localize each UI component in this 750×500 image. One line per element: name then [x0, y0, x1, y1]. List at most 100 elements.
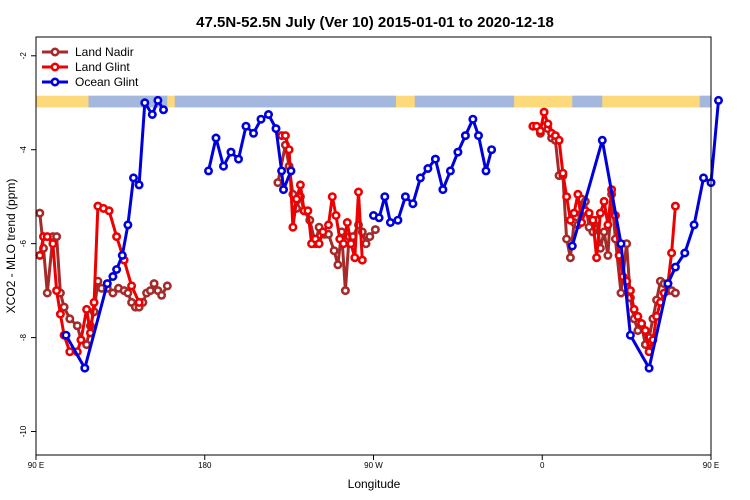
y-tick-label: -10 — [19, 425, 28, 437]
data-point — [616, 239, 626, 249]
data-point — [145, 286, 155, 296]
data-point — [667, 248, 677, 258]
land-sea-strip — [36, 95, 711, 108]
data-point — [211, 133, 221, 143]
data-point — [204, 166, 214, 176]
data-point — [640, 325, 650, 335]
data-point — [303, 206, 313, 216]
data-point — [35, 250, 45, 260]
data-point — [625, 286, 635, 296]
data-point — [629, 304, 639, 314]
data-point — [592, 253, 602, 263]
data-point — [82, 304, 92, 314]
x-tick-label: 0 — [540, 461, 545, 470]
data-point — [569, 208, 579, 218]
y-axis-label: XCO2 - MLO trend (ppm) — [4, 179, 18, 314]
data-point — [48, 239, 58, 249]
data-point — [539, 107, 549, 117]
x-tick-label: 90 E — [703, 461, 719, 470]
data-point — [59, 302, 69, 312]
data-point — [65, 347, 75, 357]
data-point — [689, 220, 699, 230]
data-point — [278, 185, 288, 195]
data-point — [481, 166, 491, 176]
data-point — [423, 164, 433, 174]
data-point — [588, 215, 598, 225]
data-point — [42, 232, 52, 242]
x-tick-label: 180 — [198, 461, 212, 470]
data-point — [365, 232, 375, 242]
data-point — [680, 248, 690, 258]
data-point — [277, 166, 287, 176]
data-point — [55, 309, 65, 319]
data-point — [127, 281, 137, 291]
legend-label: Ocean Glint — [75, 75, 139, 89]
data-point — [123, 220, 133, 230]
strip-ocean — [291, 95, 396, 108]
strip-ocean — [174, 95, 291, 108]
data-point — [286, 166, 296, 176]
data-point — [565, 253, 575, 263]
data-point — [323, 220, 333, 230]
data-point — [129, 173, 139, 183]
data-point — [149, 279, 159, 289]
x-tick-label: 90 E — [28, 461, 44, 470]
data-point — [473, 131, 483, 141]
data-point — [346, 239, 356, 249]
data-point — [670, 201, 680, 211]
data-point — [584, 208, 594, 218]
data-point — [159, 105, 169, 115]
series-line — [281, 134, 364, 261]
data-point — [52, 232, 62, 242]
data-point — [380, 192, 390, 202]
data-point — [134, 180, 144, 190]
data-point — [42, 288, 52, 298]
data-point — [637, 318, 647, 328]
data-point — [117, 250, 127, 260]
data-point — [271, 124, 281, 134]
data-point — [318, 227, 328, 237]
data-point — [340, 286, 350, 296]
data-point — [353, 187, 363, 197]
data-point — [438, 185, 448, 195]
data-point — [400, 192, 410, 202]
data-point — [219, 161, 229, 171]
data-point — [573, 189, 583, 199]
x-axis: 90 E 180 90 W 0 90 E — [28, 455, 719, 470]
series-land-glint — [35, 107, 680, 357]
data-point — [61, 330, 71, 340]
data-point — [562, 234, 572, 244]
data-point — [112, 264, 122, 274]
data-point — [599, 227, 609, 237]
data-point — [314, 239, 324, 249]
series-land-nadir — [35, 121, 680, 350]
data-point — [663, 279, 673, 289]
data-point — [72, 321, 82, 331]
data-point — [535, 126, 545, 136]
data-point — [487, 145, 497, 155]
data-point — [35, 208, 45, 218]
data-point — [162, 281, 172, 291]
data-point — [108, 271, 118, 281]
data-point — [295, 180, 305, 190]
data-point — [350, 253, 360, 263]
data-point — [644, 363, 654, 373]
data-point — [453, 147, 463, 157]
data-point — [595, 208, 605, 218]
legend-label: Land Glint — [75, 60, 130, 74]
data-point — [713, 95, 723, 105]
strip-ocean — [572, 95, 603, 108]
data-point — [415, 173, 425, 183]
data-point — [361, 239, 371, 249]
data-point — [445, 166, 455, 176]
chart-title: 47.5N-52.5N July (Ver 10) 2015-01-01 to … — [196, 14, 554, 31]
data-point — [134, 297, 144, 307]
data-point — [80, 363, 90, 373]
data-point — [597, 135, 607, 145]
data-point — [327, 192, 337, 202]
data-point — [280, 131, 290, 141]
data-point — [333, 260, 343, 270]
data-point — [599, 196, 609, 206]
